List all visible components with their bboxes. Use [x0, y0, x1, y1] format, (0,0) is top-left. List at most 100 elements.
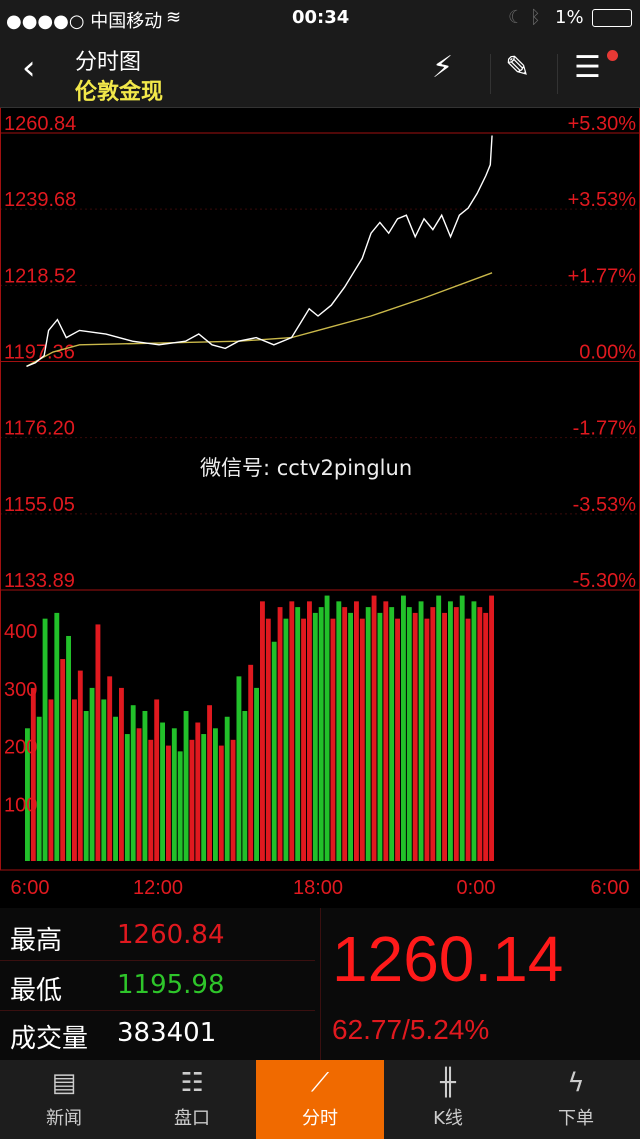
- price-tick-label: 1260.84: [4, 113, 76, 135]
- lightning-icon: ϟ: [567, 1068, 585, 1098]
- volume-bar: [101, 699, 107, 861]
- percent-tick-label: -3.53%: [573, 494, 637, 516]
- price-change: 62.77/5.24%: [332, 1014, 490, 1045]
- price-tick-label: 1133.89: [4, 570, 75, 592]
- volume-bar: [465, 618, 471, 861]
- volume-bar: [89, 687, 95, 861]
- instrument-name: 伦敦金现: [75, 80, 164, 105]
- tab-label: 新闻: [46, 1108, 82, 1129]
- volume-bar: [25, 728, 30, 861]
- volume-bar: [312, 612, 318, 861]
- volume-bar: [166, 745, 171, 861]
- average-price-line: [26, 272, 493, 368]
- tab-news[interactable]: ▤ 新闻: [0, 1060, 128, 1139]
- tab-label: 盘口: [174, 1108, 210, 1129]
- low-value: 1195.98: [117, 970, 225, 1000]
- volume-bar: [119, 687, 124, 861]
- volume-bar: [342, 607, 348, 861]
- volume-bar: [154, 699, 160, 861]
- low-label: 最低: [10, 976, 63, 1006]
- price-tick-label: 1218.52: [4, 265, 76, 287]
- intraday-chart[interactable]: 1260.84 +5.30% 1239.68 +3.53% 1218.52 +1.77% 1…: [0, 108, 640, 908]
- volume-bar: [271, 641, 277, 861]
- volume-bar: [371, 595, 377, 861]
- tab-order-book[interactable]: ☷ 盘口: [128, 1060, 256, 1139]
- volume-bar: [60, 659, 66, 861]
- volume-bar: [230, 739, 236, 861]
- volume-bar: [307, 601, 312, 861]
- volume-bar: [277, 607, 283, 861]
- tab-label: 下单: [558, 1108, 594, 1129]
- volume-bar: [213, 728, 218, 861]
- price-tick-label: 1239.68: [4, 189, 76, 211]
- volume-bar: [136, 728, 142, 861]
- volume-bar: [248, 664, 254, 861]
- volume-bar: [336, 601, 342, 861]
- volume-bar: [54, 612, 60, 861]
- volume-bar: [30, 687, 36, 861]
- volume-bar: [471, 601, 477, 861]
- volume-bar: [177, 751, 183, 861]
- nav-bar: ‹ 分时图 伦敦金现 ⚡ ✎ ☰: [0, 36, 640, 108]
- divider: [0, 960, 315, 961]
- volume-bar: [66, 635, 71, 861]
- wifi-icon: ≋: [166, 7, 182, 28]
- volume-bar: [242, 710, 248, 861]
- volume-bar: [95, 624, 101, 861]
- volume-bar: [406, 607, 412, 861]
- volume-bar: [448, 601, 453, 861]
- volume-bar: [383, 601, 389, 861]
- volume-bar: [48, 699, 54, 861]
- tab-intraday[interactable]: ⟋ 分时: [256, 1060, 384, 1139]
- summary-panel: 最高 1260.84 最低 1195.98 成交量 383401 1260.14…: [0, 908, 640, 1060]
- tab-place-order[interactable]: ϟ 下单: [512, 1060, 640, 1139]
- volume-tick-label: 400: [4, 621, 37, 643]
- percent-tick-label: +3.53%: [568, 189, 637, 211]
- percent-tick-label: 0.00%: [579, 342, 636, 364]
- time-tick-label: 12:00: [133, 877, 183, 899]
- menu-list-icon[interactable]: ☰: [574, 50, 601, 85]
- divider: [490, 54, 491, 94]
- volume-bar: [254, 687, 259, 861]
- volume-bar: [83, 710, 89, 861]
- percent-tick-label: +1.77%: [568, 265, 637, 287]
- candlestick-icon: ╫: [440, 1068, 456, 1098]
- time-tick-label: 18:00: [293, 877, 343, 899]
- lightning-icon[interactable]: ⚡: [432, 50, 454, 85]
- volume-bar: [189, 739, 195, 861]
- tab-kline[interactable]: ╫ K线: [384, 1060, 512, 1139]
- newspaper-icon: ▤: [51, 1068, 77, 1098]
- battery-text: 1%: [555, 7, 584, 28]
- volume-bar: [201, 734, 207, 861]
- volume-bar: [36, 716, 42, 861]
- volume-bar: [283, 618, 289, 861]
- volume-bar: [260, 601, 265, 861]
- volume-bar: [483, 612, 489, 861]
- high-value: 1260.84: [117, 920, 225, 950]
- volume-bar: [195, 722, 201, 861]
- tab-label: K线: [433, 1108, 463, 1129]
- divider: [320, 908, 321, 1060]
- volume-bar: [348, 612, 353, 861]
- volume-tick-label: 300: [4, 679, 37, 701]
- volume-tick-label: 100: [4, 794, 37, 816]
- volume-bar: [130, 705, 136, 861]
- last-price: 1260.14: [332, 923, 564, 995]
- time-tick-label: 6:00: [591, 877, 630, 899]
- volume-bar: [412, 612, 418, 861]
- pencil-icon[interactable]: ✎: [505, 50, 531, 85]
- battery-icon: [592, 9, 632, 27]
- volume-bar: [318, 607, 324, 861]
- clock: 00:34: [292, 7, 350, 28]
- percent-tick-label: -1.77%: [573, 418, 637, 440]
- volume-bar: [453, 607, 459, 861]
- volume-bar: [265, 618, 271, 861]
- divider: [557, 54, 558, 94]
- volume-bar: [395, 618, 400, 861]
- back-button[interactable]: ‹: [22, 48, 36, 88]
- bluetooth-icon: ᛒ: [530, 7, 541, 28]
- price-line: [26, 135, 493, 368]
- volume-bar: [107, 676, 113, 861]
- tab-label: 分时: [302, 1108, 338, 1129]
- notification-badge: [607, 50, 618, 61]
